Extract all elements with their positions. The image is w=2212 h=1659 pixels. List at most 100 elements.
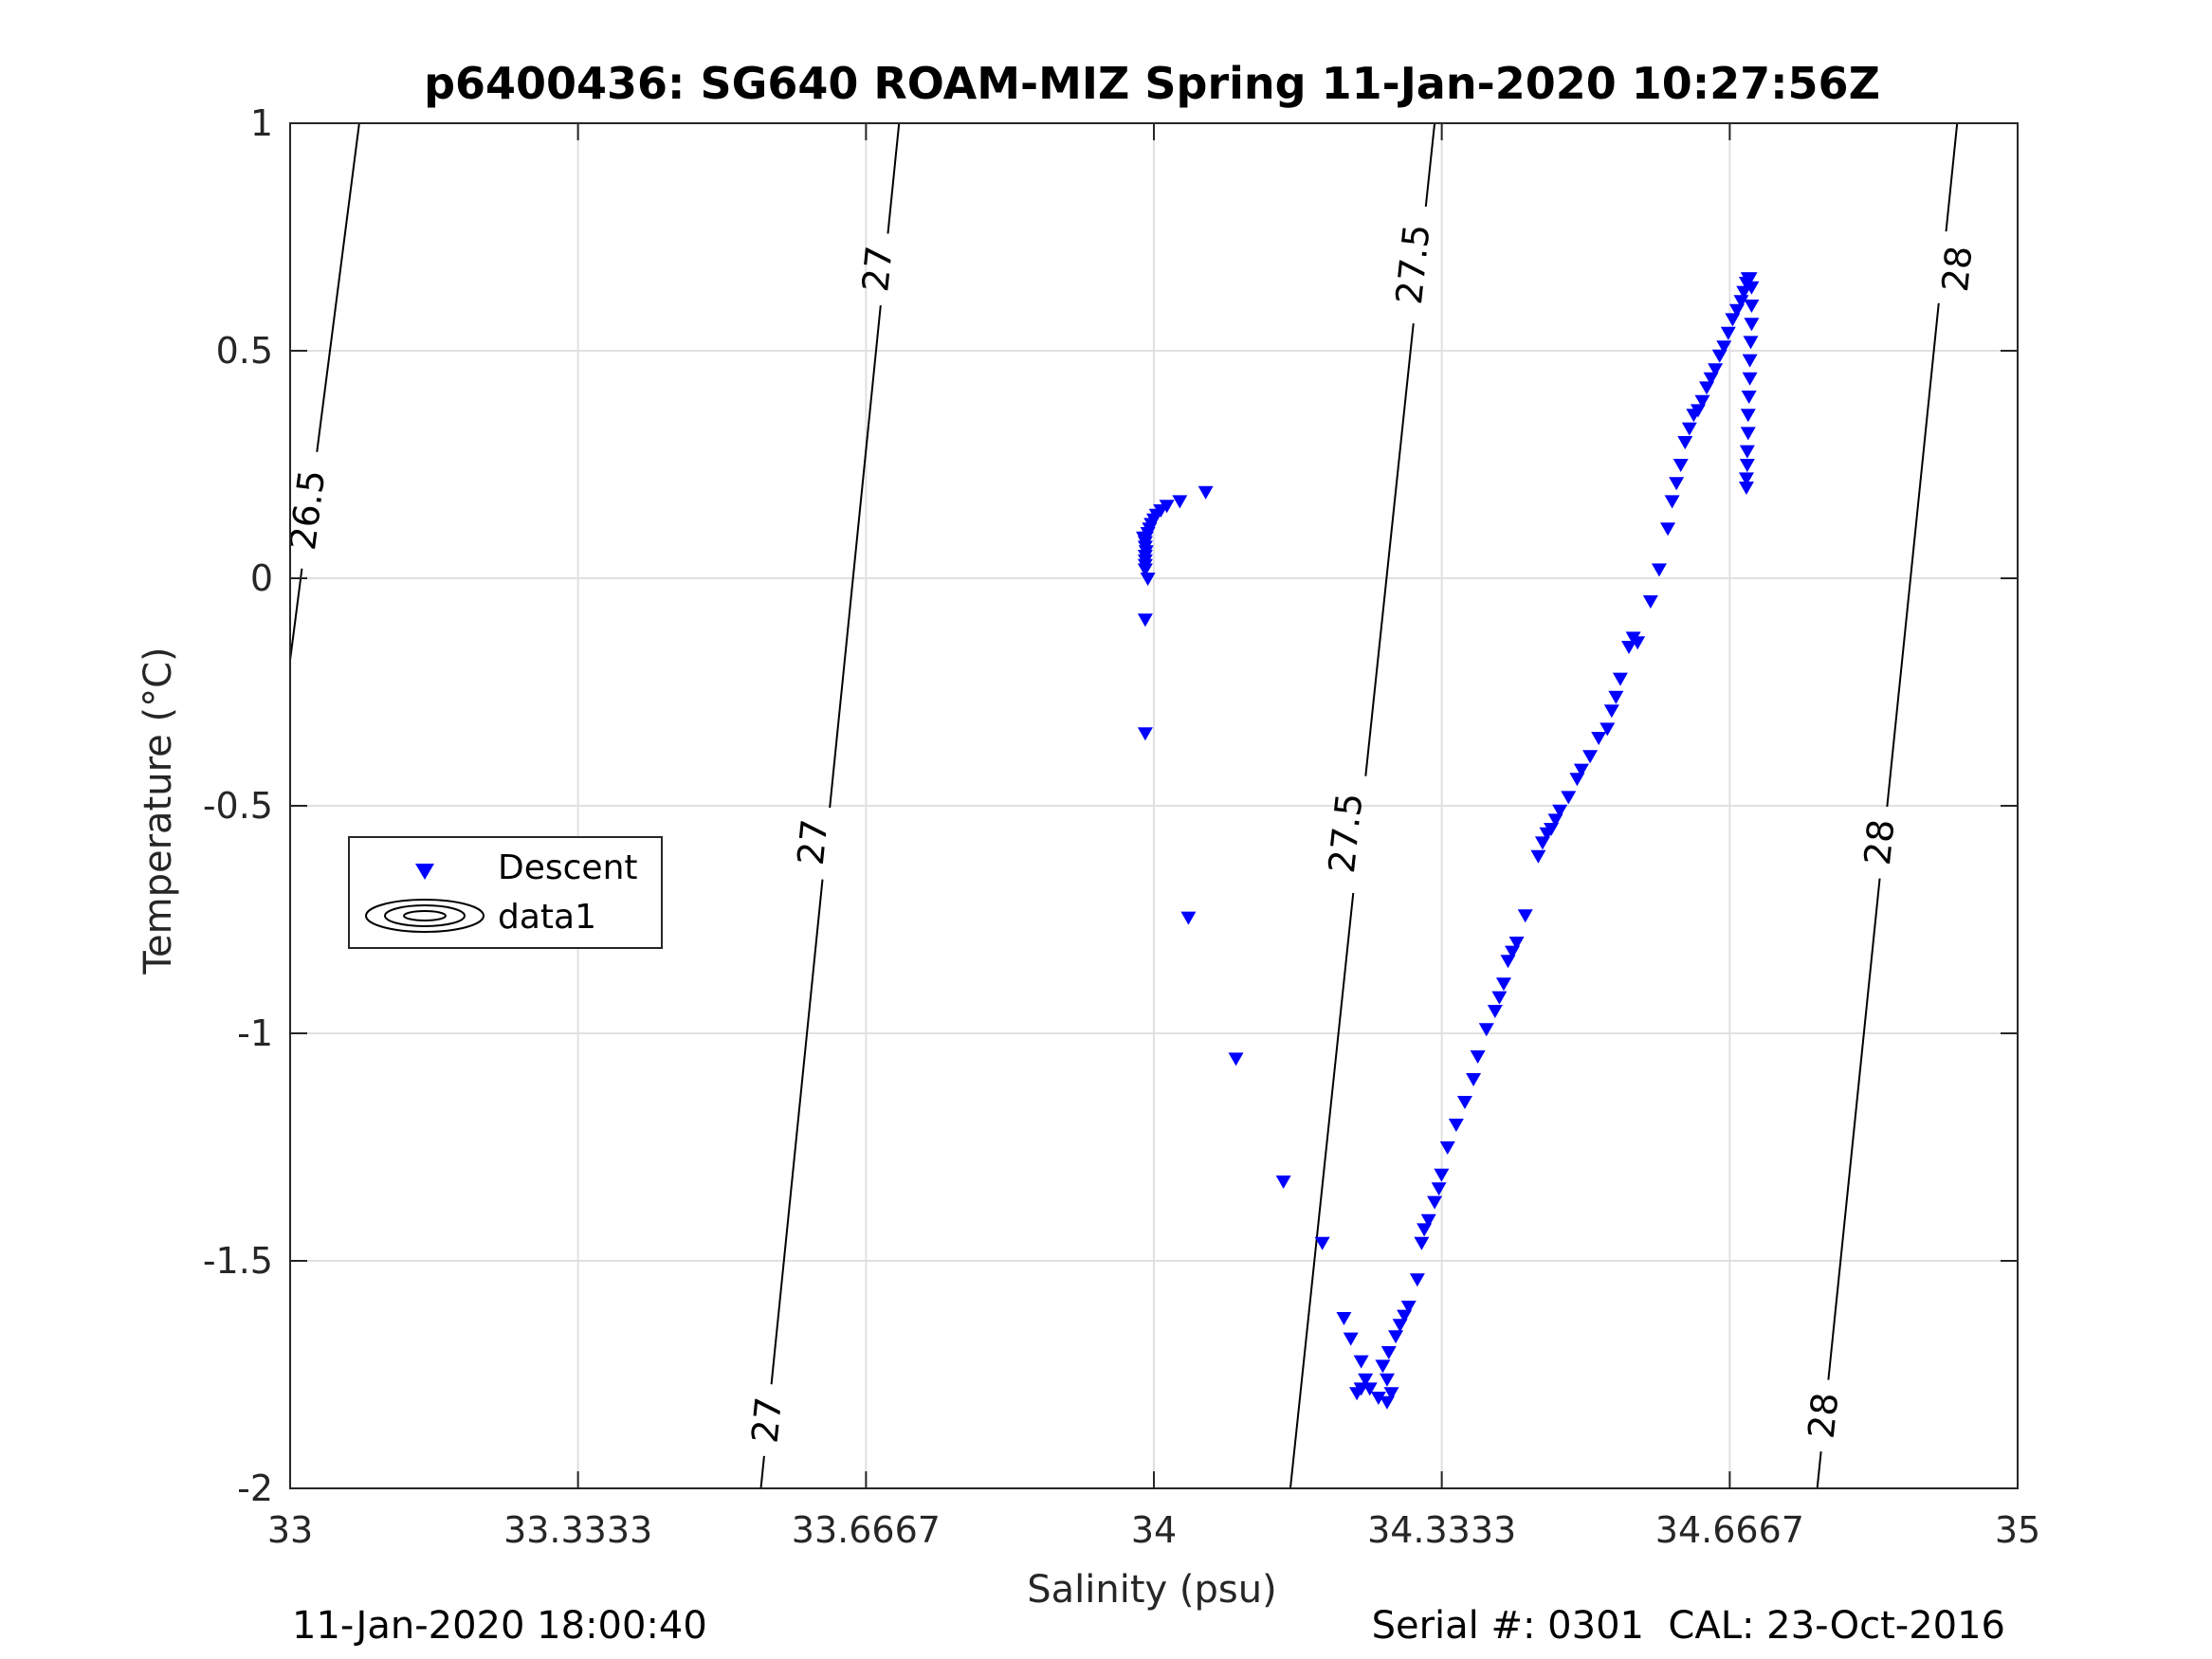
descent-point — [1728, 303, 1745, 318]
descent-point — [1669, 477, 1685, 491]
descent-point — [1508, 937, 1525, 950]
descent-point — [1505, 945, 1521, 959]
descent-point — [1642, 595, 1658, 609]
descent-point — [1547, 813, 1563, 828]
x-tick-label: 34.3333 — [1367, 1509, 1516, 1551]
descent-point — [1431, 1182, 1447, 1196]
contour-label: 27 — [744, 1395, 791, 1446]
descent-point — [1137, 727, 1153, 741]
descent-point — [1140, 573, 1156, 586]
contour-label: 27 — [854, 244, 901, 294]
y-tick-label: -1 — [237, 1012, 273, 1054]
y-axis-label: Temperature (°C) — [137, 647, 180, 975]
y-tick-label: -2 — [237, 1468, 273, 1509]
descent-point — [1400, 1301, 1417, 1314]
descent-point — [1420, 1213, 1436, 1228]
descent-point — [1456, 1096, 1472, 1109]
descent-point — [1738, 472, 1754, 486]
descent-point — [1388, 1330, 1404, 1344]
descent-point — [1664, 495, 1680, 509]
descent-point — [1711, 349, 1728, 363]
legend: Descent data1 — [348, 836, 663, 949]
contour-line-28 — [1886, 302, 1940, 808]
descent-point — [1744, 318, 1760, 332]
descent-point — [1630, 636, 1646, 650]
descent-point — [1470, 1050, 1486, 1064]
descent-point — [1699, 381, 1715, 395]
contour-label: 27 — [790, 817, 836, 867]
descent-point — [1569, 773, 1585, 787]
descent-point — [1353, 1355, 1369, 1369]
descent-point — [1379, 1373, 1395, 1387]
descent-point — [1275, 1176, 1291, 1189]
y-tick-label: -1.5 — [203, 1240, 273, 1282]
descent-point — [1534, 836, 1550, 850]
descent-point — [1414, 1236, 1430, 1250]
descent-point — [1582, 750, 1599, 764]
contour-line-27 — [770, 879, 824, 1385]
descent-point — [1379, 1395, 1395, 1410]
contour-line-28 — [1945, 122, 1959, 232]
y-tick-label: -0.5 — [203, 785, 273, 827]
footer-serial-cal: Serial #: 0301 CAL: 23-Oct-2016 — [1372, 1604, 2005, 1648]
descent-point — [1180, 911, 1197, 925]
x-tick-label: 33 — [267, 1509, 313, 1551]
descent-point — [1370, 1392, 1386, 1405]
descent-point — [1725, 313, 1741, 327]
x-tick-label: 34.6667 — [1655, 1509, 1804, 1551]
descent-point — [1517, 909, 1533, 923]
legend-entry-data1: data1 — [498, 898, 596, 937]
descent-point — [1603, 704, 1619, 719]
descent-point — [1561, 791, 1577, 805]
descent-point — [1743, 336, 1759, 350]
descent-point — [1742, 372, 1758, 386]
x-axis-label: Salinity (psu) — [1027, 1568, 1276, 1612]
descent-point — [1608, 690, 1624, 704]
y-tick-label: 0 — [250, 557, 273, 599]
descent-point — [1591, 732, 1607, 745]
axis-ticks: 33 33.3333 33.6667 34 34.3333 34.6667 35 -2 -1.5… — [203, 102, 2040, 1551]
descent-point — [1681, 422, 1697, 436]
descent-point — [1427, 1195, 1443, 1210]
descent-point — [1739, 459, 1755, 472]
descent-point — [1314, 1236, 1330, 1250]
descent-point — [1383, 1387, 1399, 1401]
descent-point — [1716, 340, 1732, 355]
descent-point — [1651, 563, 1667, 577]
descent-point — [1703, 372, 1719, 386]
contour-label: 28 — [1856, 817, 1903, 867]
descent-point — [1544, 823, 1560, 836]
descent-point — [1466, 1073, 1482, 1086]
contour-line-28 — [1816, 1451, 1822, 1489]
descent-point — [1228, 1052, 1244, 1066]
footer-timestamp: 11-Jan-2020 18:00:40 — [292, 1604, 707, 1648]
descent-point — [1392, 1319, 1408, 1333]
contour-line-27 — [759, 1455, 765, 1489]
descent-point — [1677, 436, 1693, 449]
descent-point — [1500, 955, 1516, 969]
descent-point — [1733, 295, 1749, 309]
contour-label: 28 — [1934, 244, 1981, 294]
descent-point — [1417, 1223, 1433, 1237]
x-tick-label: 33.3333 — [503, 1509, 652, 1551]
legend-box — [348, 836, 663, 949]
contour-label: 27.5 — [1388, 222, 1438, 306]
contour-label: 28 — [1801, 1391, 1847, 1441]
descent-point — [1349, 1387, 1365, 1401]
descent-point — [1744, 300, 1760, 313]
contour-line-27 — [829, 305, 882, 809]
descent-point — [1744, 281, 1760, 295]
descent-point — [1358, 1373, 1374, 1387]
descent-point — [1137, 613, 1153, 628]
contour-label: 27.5 — [1321, 791, 1371, 875]
descent-point — [1362, 1382, 1378, 1396]
descent-point — [1742, 354, 1758, 368]
contour-line-27.5 — [1364, 323, 1415, 776]
descent-point — [1738, 482, 1754, 495]
descent-point — [1694, 394, 1710, 409]
descent-point — [1736, 285, 1752, 300]
descent-point — [1172, 495, 1188, 509]
descent-point — [1478, 1023, 1494, 1037]
chart-title: p6400436: SG640 ROAM-MIZ Spring 11-Jan-2… — [424, 58, 1880, 109]
